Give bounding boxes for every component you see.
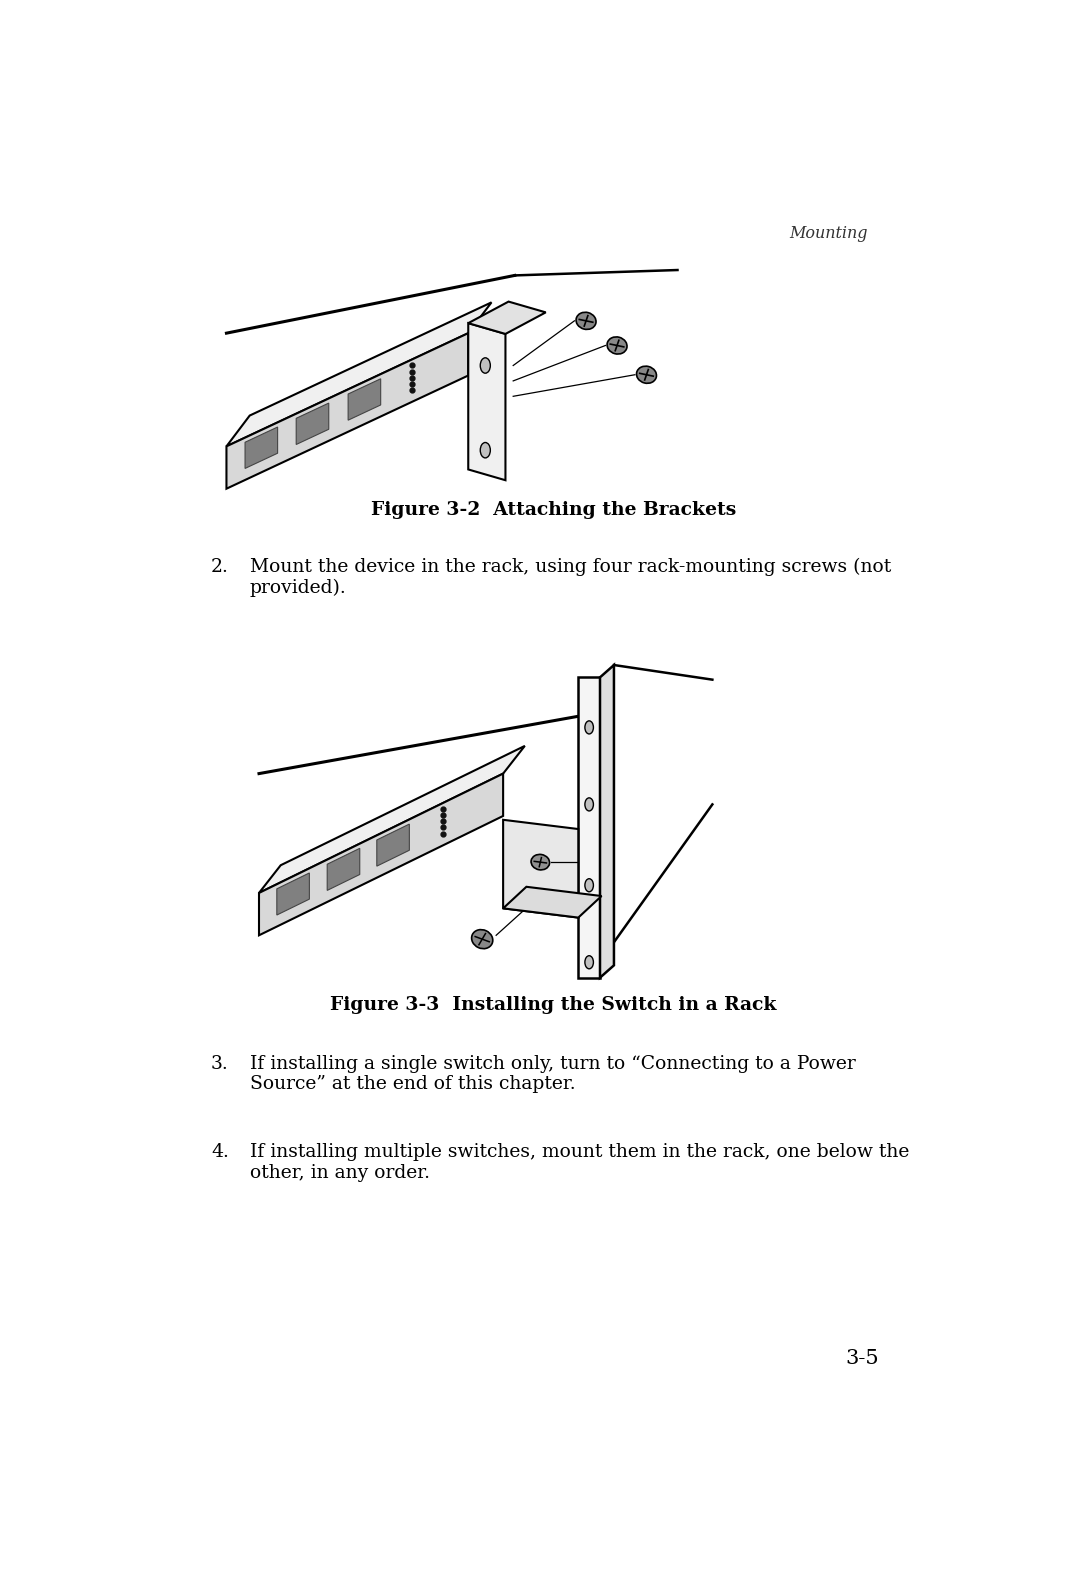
Ellipse shape [607, 338, 627, 355]
Text: If installing a single switch only, turn to “Connecting to a Power
Source” at th: If installing a single switch only, turn… [249, 1055, 855, 1093]
Polygon shape [259, 746, 525, 893]
Text: Figure 3-2  Attaching the Brackets: Figure 3-2 Attaching the Brackets [370, 501, 737, 520]
Polygon shape [600, 666, 613, 978]
Ellipse shape [481, 358, 490, 374]
Text: Figure 3-3  Installing the Switch in a Rack: Figure 3-3 Installing the Switch in a Ra… [330, 995, 777, 1014]
Ellipse shape [531, 854, 550, 870]
Polygon shape [227, 333, 469, 488]
Polygon shape [259, 774, 503, 936]
Text: Mounting: Mounting [788, 225, 867, 242]
Polygon shape [469, 301, 545, 334]
Text: Mount the device in the rack, using four rack-mounting screws (not
provided).: Mount the device in the rack, using four… [249, 557, 891, 597]
Text: 3.: 3. [211, 1055, 229, 1072]
Polygon shape [503, 887, 602, 917]
Polygon shape [377, 824, 409, 867]
Polygon shape [276, 873, 309, 915]
Polygon shape [296, 403, 328, 444]
Ellipse shape [576, 312, 596, 330]
Text: 3-5: 3-5 [846, 1349, 879, 1369]
Polygon shape [227, 303, 491, 446]
Text: 4.: 4. [211, 1143, 229, 1162]
Polygon shape [503, 820, 578, 917]
Polygon shape [245, 427, 278, 468]
Ellipse shape [472, 929, 492, 948]
Bar [578, 677, 600, 978]
Ellipse shape [585, 879, 593, 892]
Text: 2.: 2. [211, 557, 229, 576]
Polygon shape [469, 323, 505, 480]
Text: If installing multiple switches, mount them in the rack, one below the
other, in: If installing multiple switches, mount t… [249, 1143, 909, 1182]
Polygon shape [327, 848, 360, 890]
Ellipse shape [481, 443, 490, 458]
Polygon shape [348, 378, 380, 421]
Ellipse shape [585, 798, 593, 812]
Ellipse shape [585, 721, 593, 733]
Ellipse shape [636, 366, 657, 383]
Ellipse shape [585, 956, 593, 969]
